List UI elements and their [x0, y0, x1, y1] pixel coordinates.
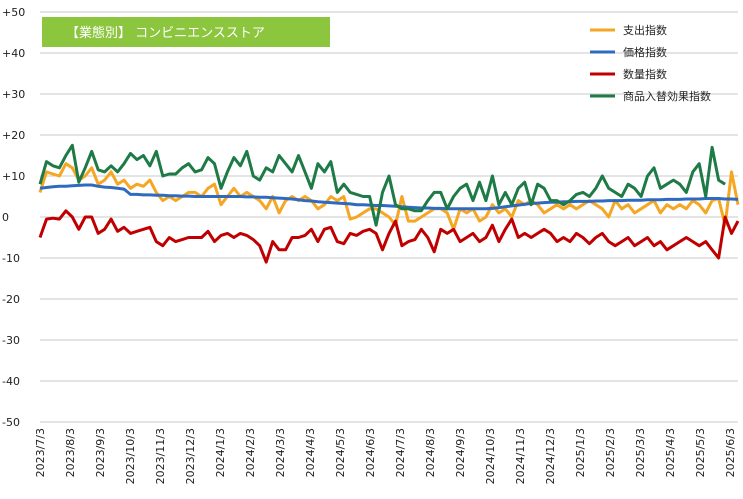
y-tick-label: +40 — [2, 47, 25, 60]
x-tick-label: 2024/11/3 — [514, 428, 527, 484]
title-box: 【業態別】 コンビニエンスストア — [42, 17, 330, 47]
x-tick-label: 2024/5/3 — [334, 428, 347, 477]
series-line-1 — [39, 183, 739, 211]
x-tick-label: 2025/5/3 — [694, 428, 707, 477]
y-tick-label: -40 — [2, 375, 20, 388]
y-tick-label: 0 — [2, 211, 9, 224]
y-tick-label: +10 — [2, 170, 25, 183]
x-tick-label: 2024/3/3 — [274, 428, 287, 477]
x-tick-label: 2023/10/3 — [124, 428, 137, 484]
x-tick-label: 2025/1/3 — [574, 428, 587, 477]
x-tick-label: 2025/2/3 — [604, 428, 617, 477]
x-tick-label: 2025/3/3 — [634, 428, 647, 477]
y-tick-label: +50 — [2, 6, 25, 19]
x-tick-label: 2023/9/3 — [94, 428, 107, 477]
y-tick-label: +30 — [2, 88, 25, 101]
x-tick-label: 2023/8/3 — [64, 428, 77, 477]
legend-label: 支出指数 — [623, 23, 667, 37]
legend-label: 数量指数 — [623, 67, 667, 81]
series-line-0 — [38, 162, 740, 231]
series-line-3 — [38, 143, 726, 227]
x-tick-label: 2023/11/3 — [154, 428, 167, 484]
series-line-2 — [38, 209, 740, 264]
x-tick-label: 2025/4/3 — [664, 428, 677, 477]
x-axis-ticks: 2023/7/3 2023/8/3 2023/9/3 2023/10/3 2023/11… — [34, 428, 737, 484]
y-tick-label: -30 — [2, 334, 20, 347]
gridlines — [40, 11, 738, 423]
x-tick-label: 2024/7/3 — [394, 428, 407, 477]
y-tick-label: -50 — [2, 416, 20, 429]
x-tick-label: 2025/6/3 — [724, 428, 737, 477]
x-tick-label: 2024/1/3 — [214, 428, 227, 477]
x-tick-label: 2024/8/3 — [424, 428, 437, 477]
y-tick-label: -20 — [2, 293, 20, 306]
x-tick-label: 2024/10/3 — [484, 428, 497, 484]
x-tick-label: 2024/9/3 — [454, 428, 467, 477]
y-axis-ticks: +50 +40 +30 +20 +10 0 -10 -20 -30 -40 -50 — [2, 6, 25, 429]
title-background — [42, 17, 330, 47]
legend-label: 商品入替効果指数 — [623, 89, 711, 103]
x-tick-label: 2024/4/3 — [304, 428, 317, 477]
y-tick-label: +20 — [2, 129, 25, 142]
legend-label: 価格指数 — [623, 45, 667, 59]
x-tick-label: 2023/7/3 — [34, 428, 47, 477]
chart-title: 【業態別】 コンビニエンスストア — [66, 25, 265, 41]
x-tick-label: 2024/2/3 — [244, 428, 257, 477]
series-lines — [38, 143, 740, 264]
y-tick-label: -10 — [2, 252, 20, 265]
x-tick-label: 2023/12/3 — [184, 428, 197, 484]
x-tick-label: 2024/12/3 — [544, 428, 557, 484]
x-tick-label: 2024/6/3 — [364, 428, 377, 477]
